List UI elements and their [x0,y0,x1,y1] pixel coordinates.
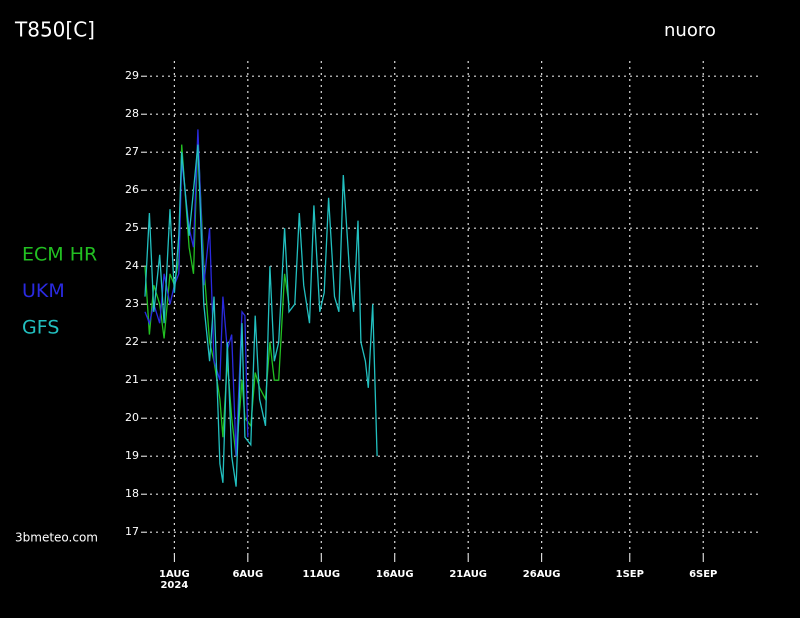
chart-title: T850[C] [14,18,95,42]
year-label: 2024 [160,580,188,591]
legend-label: ECM HR [22,244,97,266]
y-tick-label: 26 [125,183,139,196]
y-tick-label: 27 [125,145,139,158]
y-tick-label: 18 [125,487,139,500]
y-tick-label: 20 [125,411,139,424]
y-tick-label: 17 [125,525,139,538]
x-tick-label: 1AUG [159,569,190,580]
y-tick-label: 29 [125,69,139,82]
y-tick-label: 28 [125,107,139,120]
y-tick-label: 23 [125,297,139,310]
y-tick-label: 25 [125,221,139,234]
location: nuoro [664,20,716,41]
series-line [144,144,378,487]
x-tick-label: 11AUG [302,569,340,580]
y-tick-label: 19 [125,449,139,462]
x-tick-label: 21AUG [449,569,487,580]
x-tick-label: 26AUG [523,569,561,580]
x-tick-label: 6SEP [689,569,717,580]
x-tick-label: 16AUG [376,569,414,580]
legend-label: UKM [22,280,65,302]
series-line [144,136,290,457]
x-tick-label: 1SEP [616,569,644,580]
source: 3bmeteo.com [15,531,98,545]
legend-label: GFS [22,317,59,339]
y-tick-label: 21 [125,373,139,386]
y-tick-label: 24 [125,259,139,272]
y-tick-label: 22 [125,335,139,348]
series-line [144,129,249,457]
x-tick-label: 6AUG [232,569,263,580]
